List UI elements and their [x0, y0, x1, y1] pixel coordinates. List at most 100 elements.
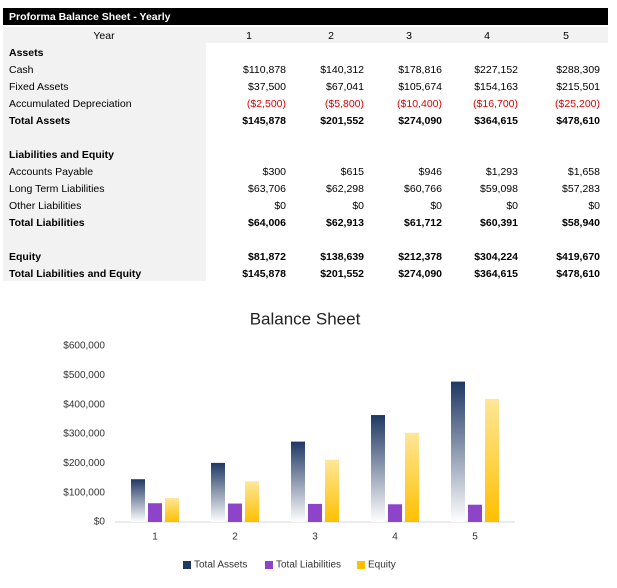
row-label: Total Liabilities and Equity	[9, 268, 141, 280]
title-bar	[3, 8, 608, 25]
cell-value: $212,378	[398, 251, 442, 263]
cell-value: $58,940	[562, 217, 600, 229]
cell-value: $0	[588, 200, 600, 212]
header-cell: 1	[246, 30, 252, 42]
row-label: Accounts Payable	[9, 166, 93, 178]
row-label: Equity	[9, 251, 41, 263]
chart-title: Balance Sheet	[250, 309, 361, 328]
cell-value: $201,552	[320, 115, 364, 127]
cell-value: $138,639	[320, 251, 364, 263]
cell-value: $37,500	[248, 81, 286, 93]
cell-value: ($2,500)	[247, 98, 286, 110]
x-tick-label: 1	[152, 532, 158, 543]
cell-value: $300	[263, 166, 287, 178]
header-cell: Year	[93, 30, 115, 42]
legend-label: Total Assets	[194, 560, 247, 571]
bar	[291, 441, 305, 522]
cell-value: $0	[430, 200, 442, 212]
cell-value: $215,501	[556, 81, 600, 93]
cell-value: $60,391	[480, 217, 518, 229]
bar	[485, 398, 499, 522]
legend-swatch	[357, 561, 365, 569]
cell-value: $1,658	[568, 166, 600, 178]
cell-value: $140,312	[320, 64, 364, 76]
cell-value: $63,706	[248, 183, 286, 195]
header-cell: 3	[406, 30, 412, 42]
cell-value: $304,224	[474, 251, 518, 263]
legend-swatch	[183, 561, 191, 569]
cell-value: $154,163	[474, 81, 518, 93]
y-tick-label: $100,000	[63, 487, 105, 498]
table-title: Proforma Balance Sheet - Yearly	[9, 11, 171, 23]
header-bg	[3, 27, 608, 43]
cell-value: $81,872	[248, 251, 286, 263]
cell-value: $67,041	[326, 81, 364, 93]
cell-value: $0	[506, 200, 518, 212]
cell-value: $0	[352, 200, 364, 212]
row-label: Other Liabilities	[9, 200, 81, 212]
cell-value: $64,006	[248, 217, 286, 229]
x-tick-label: 4	[392, 532, 398, 543]
cell-value: $145,878	[242, 115, 286, 127]
row-label: Accumulated Depreciation	[9, 98, 132, 110]
x-tick-label: 2	[232, 532, 238, 543]
bar	[468, 504, 482, 522]
cell-value: $0	[274, 200, 286, 212]
row-label: Fixed Assets	[9, 81, 69, 93]
cell-value: ($16,700)	[473, 98, 518, 110]
cell-value: $105,674	[398, 81, 442, 93]
cell-value: $478,610	[556, 115, 600, 127]
bar	[245, 481, 259, 522]
cell-value: $57,283	[562, 183, 600, 195]
cell-value: $178,816	[398, 64, 442, 76]
legend-label: Equity	[368, 560, 396, 571]
label-column-bg	[3, 43, 206, 281]
cell-value: $61,712	[404, 217, 442, 229]
bar	[451, 381, 465, 522]
cell-value: $60,766	[404, 183, 442, 195]
cell-value: ($25,200)	[555, 98, 600, 110]
bar	[131, 479, 145, 522]
cell-value: $59,098	[480, 183, 518, 195]
cell-value: $615	[341, 166, 365, 178]
header-cell: 5	[563, 30, 569, 42]
cell-value: $419,670	[556, 251, 600, 263]
cell-value: $364,615	[474, 115, 518, 127]
cell-value: $364,615	[474, 268, 518, 280]
cell-value: $110,878	[243, 64, 286, 76]
header-cell: 2	[328, 30, 334, 42]
bar	[211, 462, 225, 522]
cell-value: $62,913	[326, 217, 364, 229]
bar	[148, 503, 162, 522]
cell-value: $274,090	[398, 115, 442, 127]
section-heading: Assets	[9, 47, 44, 59]
cell-value: $288,309	[556, 64, 600, 76]
bar	[165, 497, 179, 522]
row-label: Cash	[9, 64, 34, 76]
bar	[371, 415, 385, 522]
row-label: Long Term Liabilities	[9, 183, 105, 195]
header-cell: 4	[484, 30, 490, 42]
bar	[388, 504, 402, 522]
bar	[228, 503, 242, 522]
cell-value: $227,152	[474, 64, 518, 76]
cell-value: $145,878	[242, 268, 286, 280]
cell-value: $274,090	[398, 268, 442, 280]
x-tick-label: 3	[312, 532, 318, 543]
cell-value: ($10,400)	[397, 98, 442, 110]
y-tick-label: $400,000	[63, 399, 105, 410]
cell-value: $1,293	[486, 166, 518, 178]
row-label: Total Assets	[9, 115, 70, 127]
y-tick-label: $500,000	[63, 370, 105, 381]
section-heading: Liabilities and Equity	[9, 149, 114, 161]
y-tick-label: $600,000	[63, 341, 105, 352]
row-label: Total Liabilities	[9, 217, 85, 229]
y-tick-label: $300,000	[63, 429, 105, 440]
cell-value: $62,298	[326, 183, 364, 195]
cell-value: $478,610	[556, 268, 600, 280]
bar	[405, 432, 419, 522]
legend-swatch	[265, 561, 273, 569]
cell-value: $946	[419, 166, 443, 178]
